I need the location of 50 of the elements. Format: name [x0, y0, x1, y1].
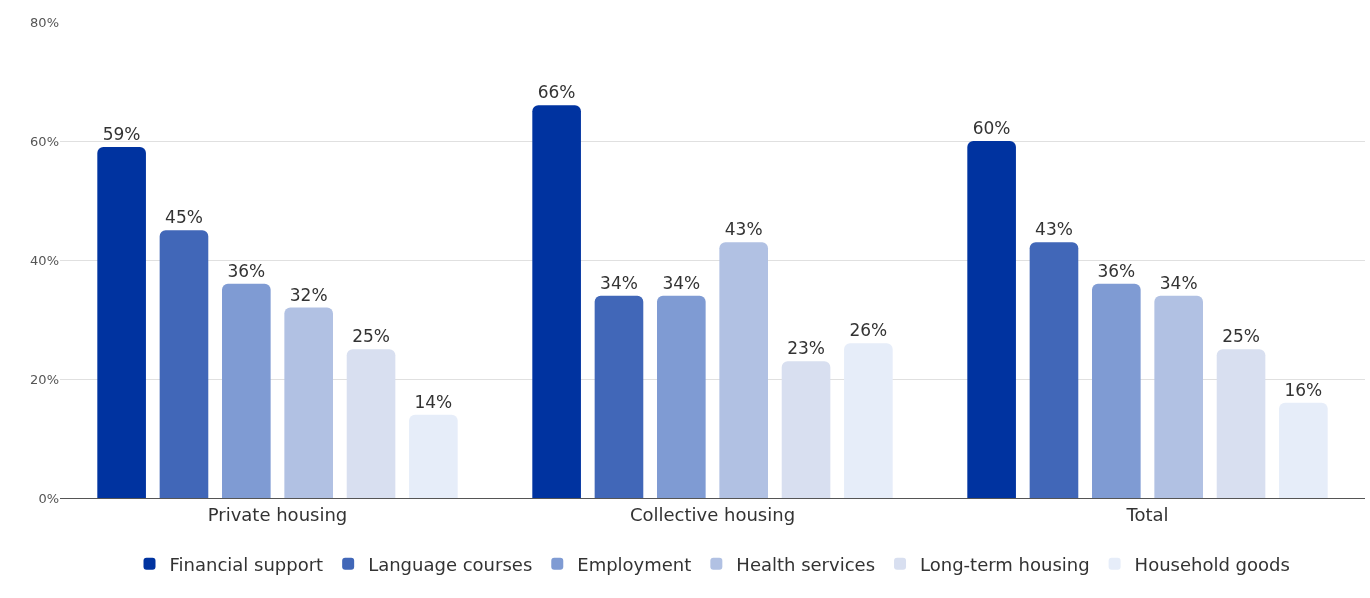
bar — [1154, 295, 1203, 498]
x-tick-label: Total — [1125, 503, 1169, 525]
y-tick-label: 80% — [30, 14, 59, 30]
data-label: 43% — [1035, 219, 1073, 240]
legend-label: Household goods — [1134, 553, 1290, 575]
bar — [532, 105, 581, 498]
bar — [719, 242, 768, 498]
data-label: 60% — [972, 118, 1011, 138]
data-label: 34% — [662, 272, 701, 293]
bar — [844, 343, 893, 498]
data-label: 45% — [165, 207, 203, 228]
bar — [1029, 242, 1079, 498]
data-label: 66% — [537, 82, 576, 103]
data-label: 59% — [102, 123, 141, 144]
bar — [594, 295, 644, 498]
bar — [1279, 402, 1328, 498]
data-label: 26% — [849, 320, 888, 341]
x-tick-label: Private housing — [207, 503, 348, 525]
y-tick-label: 0% — [38, 490, 59, 506]
bar — [1216, 349, 1266, 498]
data-label: 36% — [1097, 260, 1136, 281]
data-label: 16% — [1284, 379, 1323, 400]
data-label: 43% — [724, 219, 763, 240]
data-label: 32% — [289, 284, 328, 305]
data-label: 36% — [227, 260, 266, 281]
legend-label: Language courses — [368, 553, 533, 575]
bar — [97, 146, 146, 498]
bar — [657, 295, 706, 498]
legend-label: Financial support — [169, 553, 324, 575]
y-tick-label: 40% — [30, 252, 59, 268]
legend-label: Long-term housing — [920, 553, 1090, 575]
legend-label: Health services — [736, 553, 876, 575]
bar — [284, 307, 333, 498]
bar — [222, 283, 271, 498]
x-tick-label: Collective housing — [629, 503, 796, 525]
bar — [1092, 283, 1141, 498]
y-tick-label: 60% — [30, 133, 59, 149]
bar — [159, 230, 209, 498]
bar — [409, 414, 458, 498]
data-label: 25% — [352, 326, 390, 347]
data-label: 25% — [1222, 326, 1260, 347]
data-label: 14% — [414, 391, 453, 412]
bar — [346, 349, 396, 498]
bar — [967, 141, 1016, 498]
bar — [781, 361, 831, 498]
y-tick-label: 20% — [30, 371, 59, 387]
data-label: 34% — [600, 272, 638, 293]
data-label: 23% — [787, 338, 825, 359]
legend-label: Employment — [577, 553, 692, 575]
data-label: 34% — [1159, 272, 1198, 293]
